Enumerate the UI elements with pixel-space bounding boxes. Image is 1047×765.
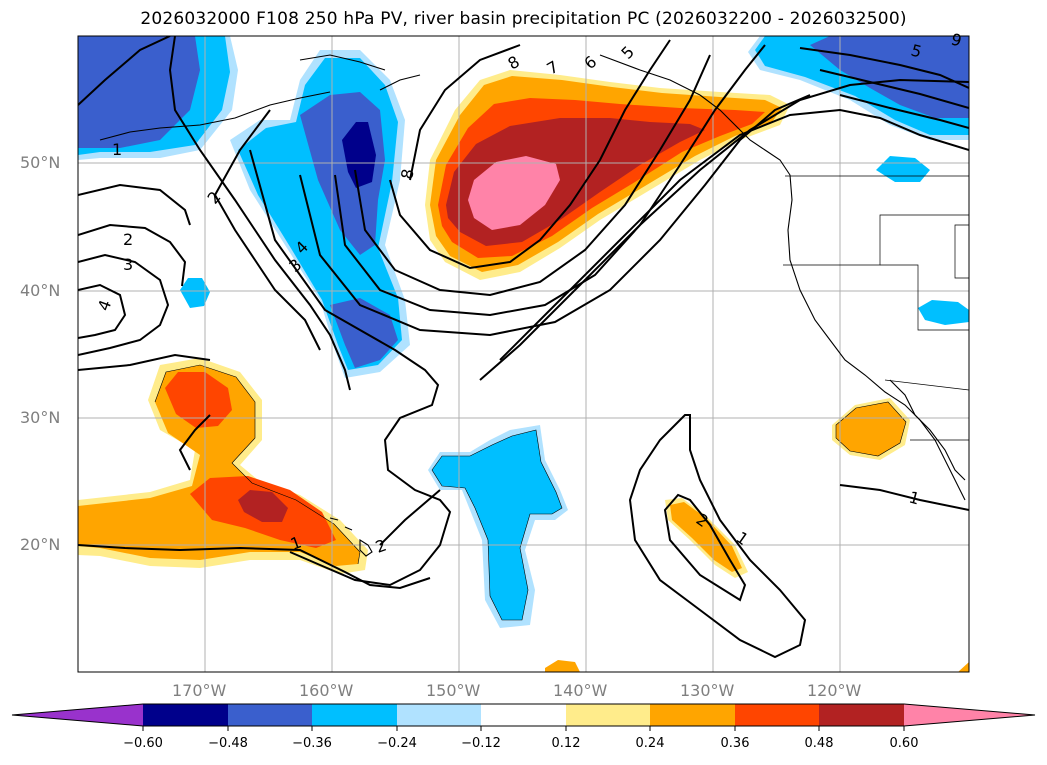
colorbar-tick-label: −0.24 bbox=[377, 736, 417, 751]
lat-label-20n: 20°N bbox=[20, 535, 61, 554]
lat-label-40n: 40°N bbox=[20, 281, 61, 300]
map-title: 2026032000 F108 250 hPa PV, river basin … bbox=[140, 9, 907, 29]
map-frame bbox=[77, 35, 970, 673]
shade-sw-firebrick bbox=[238, 490, 288, 522]
contour-label: 2 bbox=[123, 230, 133, 249]
coastlines bbox=[99, 54, 966, 557]
contour-label: 5 bbox=[617, 42, 638, 63]
contour-label: 5 bbox=[909, 41, 924, 62]
contour-label: 1 bbox=[907, 488, 922, 509]
contour-label: 8 bbox=[505, 52, 523, 74]
contour-label: 3 bbox=[123, 255, 133, 274]
lon-label-130w: 130°W bbox=[680, 681, 735, 700]
shade-idaho-skyblue bbox=[876, 156, 930, 182]
shading-outlines bbox=[154, 364, 907, 621]
shade-sw-redorange-a bbox=[165, 372, 232, 428]
shade-central-skyblue bbox=[432, 430, 562, 620]
contour-label: 4 bbox=[94, 297, 115, 313]
contour-label: 1 bbox=[112, 140, 122, 159]
lon-label-160w: 160°W bbox=[299, 681, 354, 700]
lat-label-50n: 50°N bbox=[20, 153, 61, 172]
lon-label-120w: 120°W bbox=[807, 681, 862, 700]
colorbar-extend-left bbox=[12, 704, 143, 726]
shade-colorado-skyblue bbox=[918, 300, 969, 325]
colorbar-tick-label: 0.24 bbox=[635, 736, 665, 751]
shade-baja-orange bbox=[836, 402, 906, 456]
contour-label: 6 bbox=[580, 52, 600, 73]
shade-corner-orange bbox=[958, 662, 969, 672]
colorbar-tick-label: 0.60 bbox=[889, 736, 919, 751]
shade-central-orange bbox=[670, 502, 742, 572]
shade-small-skyblue bbox=[180, 278, 210, 308]
shade-nw-midblue bbox=[78, 36, 200, 148]
shade-bottom-orange bbox=[545, 660, 580, 672]
lon-label-140w: 140°W bbox=[553, 681, 608, 700]
colorbar-tick-label: −0.36 bbox=[292, 736, 332, 751]
colorbar-tick-label: 0.36 bbox=[720, 736, 750, 751]
borders bbox=[783, 175, 969, 441]
pv-contours bbox=[78, 36, 969, 659]
lon-label-170w: 170°W bbox=[172, 681, 227, 700]
shade-blob-pink bbox=[468, 156, 560, 230]
colorbar-tick-label: 0.12 bbox=[551, 736, 581, 751]
contour-label: 8 bbox=[397, 167, 417, 180]
colorbar bbox=[11, 703, 1036, 731]
precipitation-shading bbox=[78, 36, 969, 672]
colorbar-extend-right bbox=[904, 704, 1035, 726]
colorbar-tick-label: −0.12 bbox=[461, 736, 501, 751]
lat-label-30n: 30°N bbox=[20, 408, 61, 427]
colorbar-tick-label: −0.60 bbox=[123, 736, 163, 751]
contour-label: 9 bbox=[949, 30, 964, 51]
lon-label-150w: 150°W bbox=[426, 681, 481, 700]
shade-band-darkblue bbox=[342, 122, 376, 188]
contour-label: 1 bbox=[733, 528, 752, 549]
colorbar-tick-label: 0.48 bbox=[804, 736, 834, 751]
colorbar-tick-label: −0.48 bbox=[208, 736, 248, 751]
